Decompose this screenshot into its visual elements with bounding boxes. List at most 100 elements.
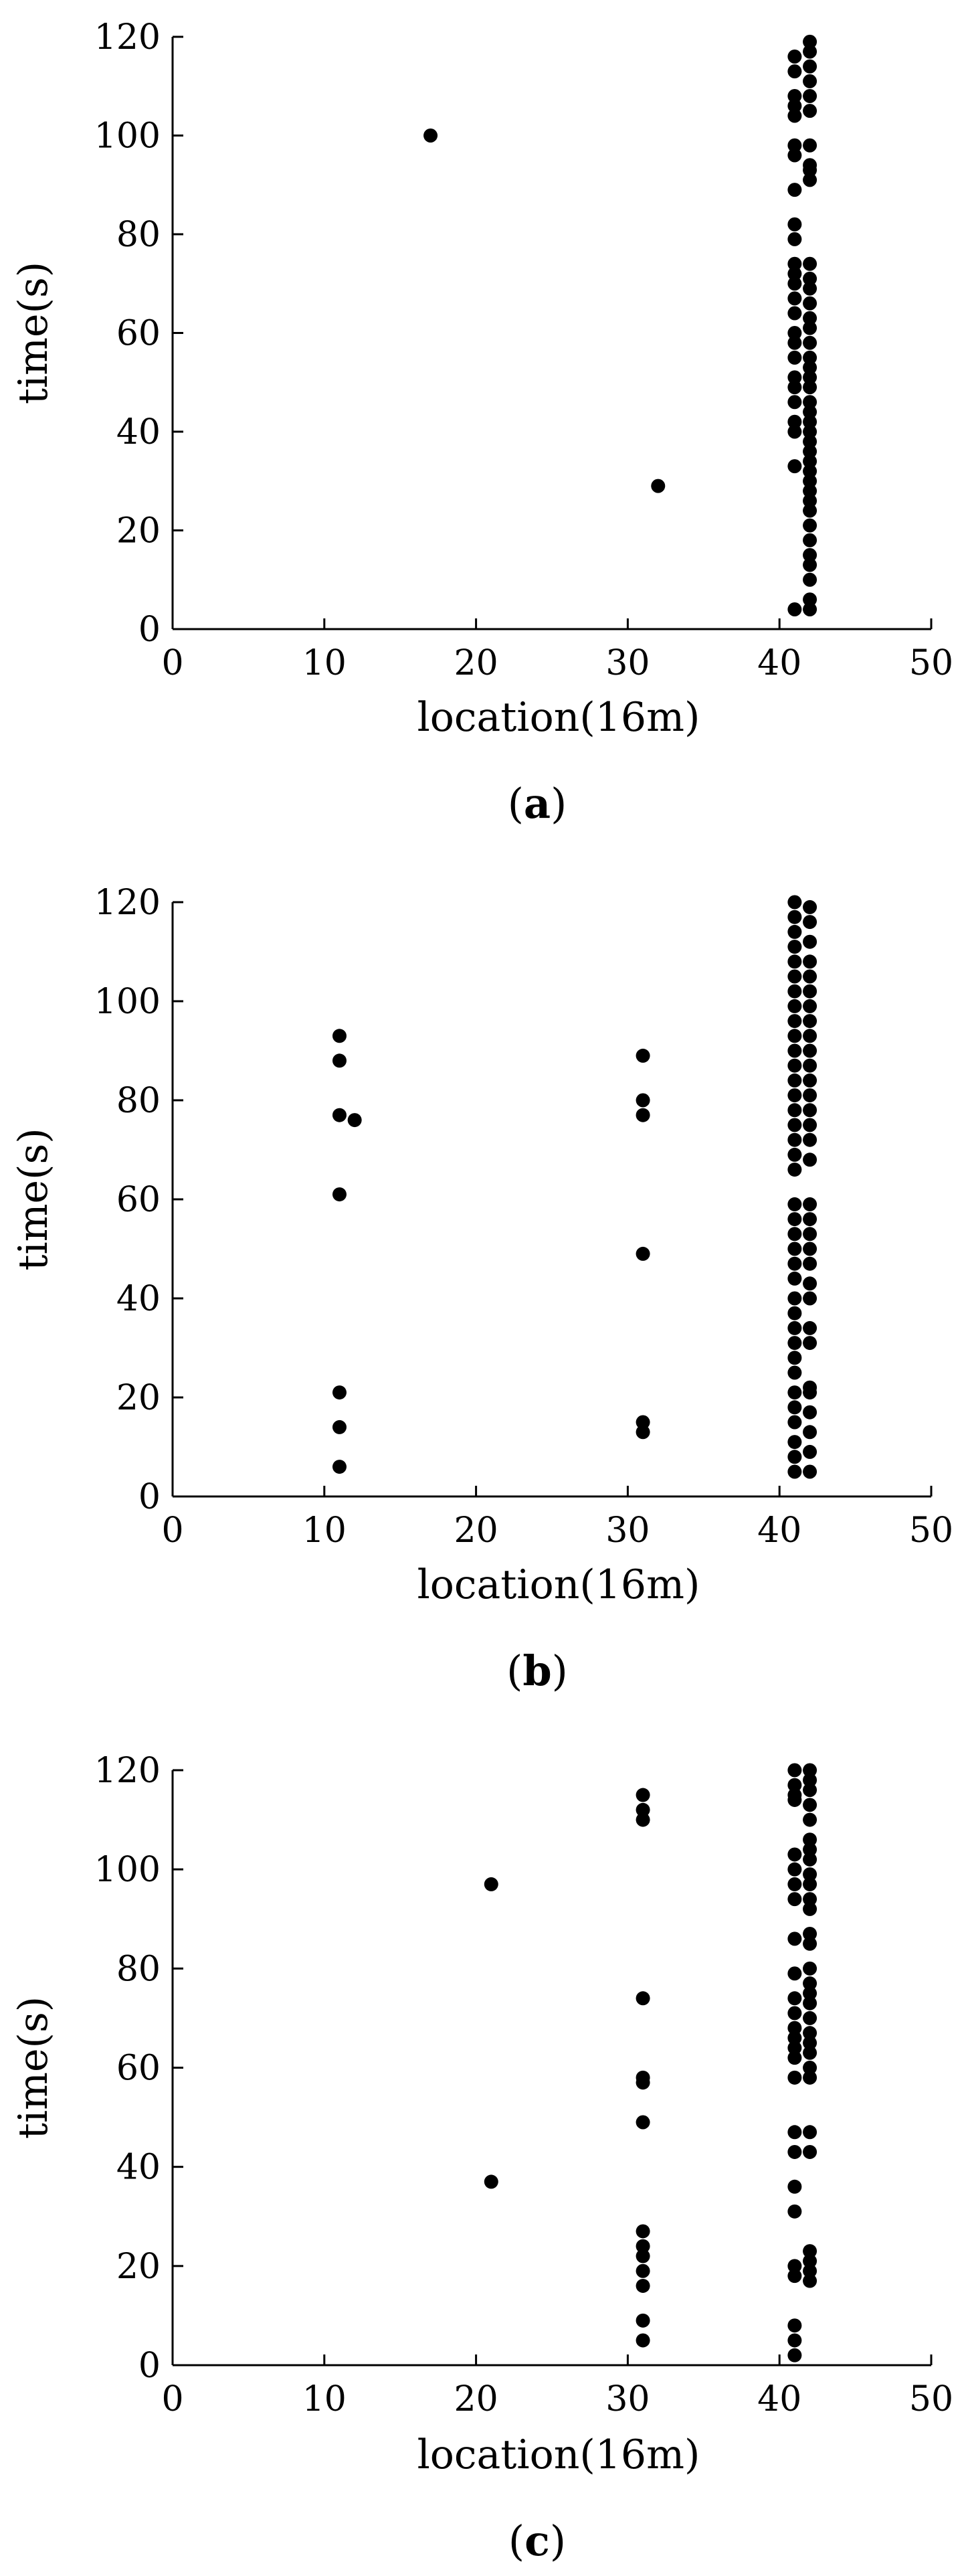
data-point	[787, 1365, 802, 1380]
data-point	[803, 1996, 817, 2010]
data-point	[803, 335, 817, 350]
data-point	[803, 405, 817, 419]
y-tick-label: 120	[94, 883, 161, 923]
data-point	[636, 2263, 650, 2278]
data-point	[636, 2333, 650, 2348]
data-point	[803, 518, 817, 533]
data-point	[332, 1420, 347, 1434]
data-point	[636, 1048, 650, 1063]
y-tick-label: 20	[116, 2247, 161, 2287]
y-tick-label: 80	[116, 215, 161, 255]
data-point	[787, 2179, 802, 2194]
data-point	[803, 1118, 817, 1132]
y-tick-label: 0	[138, 2346, 161, 2386]
y-tick-label: 60	[116, 2049, 161, 2089]
x-tick-label: 0	[161, 2379, 183, 2419]
data-point	[803, 1464, 817, 1479]
data-point	[787, 2051, 802, 2065]
data-point	[803, 2061, 817, 2075]
x-tick-label: 50	[909, 2379, 953, 2419]
data-point	[787, 459, 802, 474]
data-point	[787, 138, 802, 153]
data-point	[787, 1778, 802, 1792]
data-point	[636, 2075, 650, 2090]
data-point	[803, 1961, 817, 1976]
data-point	[803, 256, 817, 271]
data-point	[787, 1931, 802, 1946]
data-point	[787, 1336, 802, 1351]
data-point	[651, 479, 666, 493]
data-point	[787, 1320, 802, 1335]
data-point	[803, 1444, 817, 1459]
data-point	[803, 434, 817, 449]
panel-label-paren: (	[506, 1646, 522, 1695]
data-point	[787, 895, 802, 910]
data-point	[332, 1108, 347, 1122]
y-tick-label: 20	[116, 511, 161, 551]
x-tick-label: 20	[454, 643, 498, 683]
data-point	[803, 1892, 817, 1907]
data-point	[787, 350, 802, 365]
data-point	[787, 2006, 802, 2021]
data-point	[803, 311, 817, 325]
data-point	[803, 474, 817, 489]
data-point	[636, 1415, 650, 1430]
data-point	[803, 1986, 817, 2000]
data-point	[787, 2144, 802, 2159]
data-point	[787, 969, 802, 984]
chart-panel-c: 0 10 20 30 40 50 0 20 40 60 80 100 120 location(16m) t…	[10, 1751, 953, 2565]
data-point	[803, 44, 817, 59]
data-point	[803, 1926, 817, 1941]
data-point	[803, 557, 817, 572]
data-point	[803, 1320, 817, 1335]
data-point	[803, 138, 817, 153]
data-point	[787, 1088, 802, 1103]
data-point	[787, 266, 802, 281]
data-point	[803, 2144, 817, 2159]
data-point	[803, 296, 817, 311]
data-point	[787, 2259, 802, 2273]
data-point	[787, 1132, 802, 1147]
data-point	[803, 1276, 817, 1291]
data-point	[787, 276, 802, 291]
y-tick-label: 60	[116, 314, 161, 354]
data-point	[347, 1113, 362, 1128]
data-point	[803, 484, 817, 498]
data-point	[787, 256, 802, 271]
y-tick-label: 80	[116, 1081, 161, 1121]
data-point	[787, 1991, 802, 2006]
data-point	[803, 1877, 817, 1891]
data-point	[787, 2041, 802, 2055]
data-point	[787, 217, 802, 232]
x-axis-label: location(16m)	[417, 2431, 700, 2478]
data-point	[803, 89, 817, 103]
y-tick-label: 20	[116, 1378, 161, 1418]
panel-label-paren: )	[552, 1646, 568, 1695]
data-point	[803, 2035, 817, 2050]
data-point	[787, 2070, 802, 2085]
panel-label-letter: b	[522, 1646, 551, 1695]
x-tick-label: 10	[302, 643, 347, 683]
data-point	[787, 1241, 802, 1256]
x-tick-label: 40	[757, 1511, 801, 1551]
data-point	[787, 98, 802, 113]
data-point	[803, 1088, 817, 1103]
panel-label-letter: a	[524, 779, 551, 828]
data-point	[787, 940, 802, 954]
y-tick-label: 120	[94, 17, 161, 58]
data-point	[787, 2021, 802, 2035]
data-point	[787, 1966, 802, 1981]
data-point	[803, 163, 817, 177]
data-point	[636, 1425, 650, 1440]
panel-label-letter: c	[524, 2516, 550, 2565]
data-point	[803, 1227, 817, 1241]
data-point	[803, 1103, 817, 1118]
data-point	[787, 183, 802, 197]
data-point	[803, 464, 817, 479]
data-point	[803, 370, 817, 385]
data-point	[787, 89, 802, 103]
data-point	[803, 1291, 817, 1306]
data-point	[803, 1197, 817, 1211]
data-point	[787, 1415, 802, 1430]
data-point	[803, 602, 817, 616]
